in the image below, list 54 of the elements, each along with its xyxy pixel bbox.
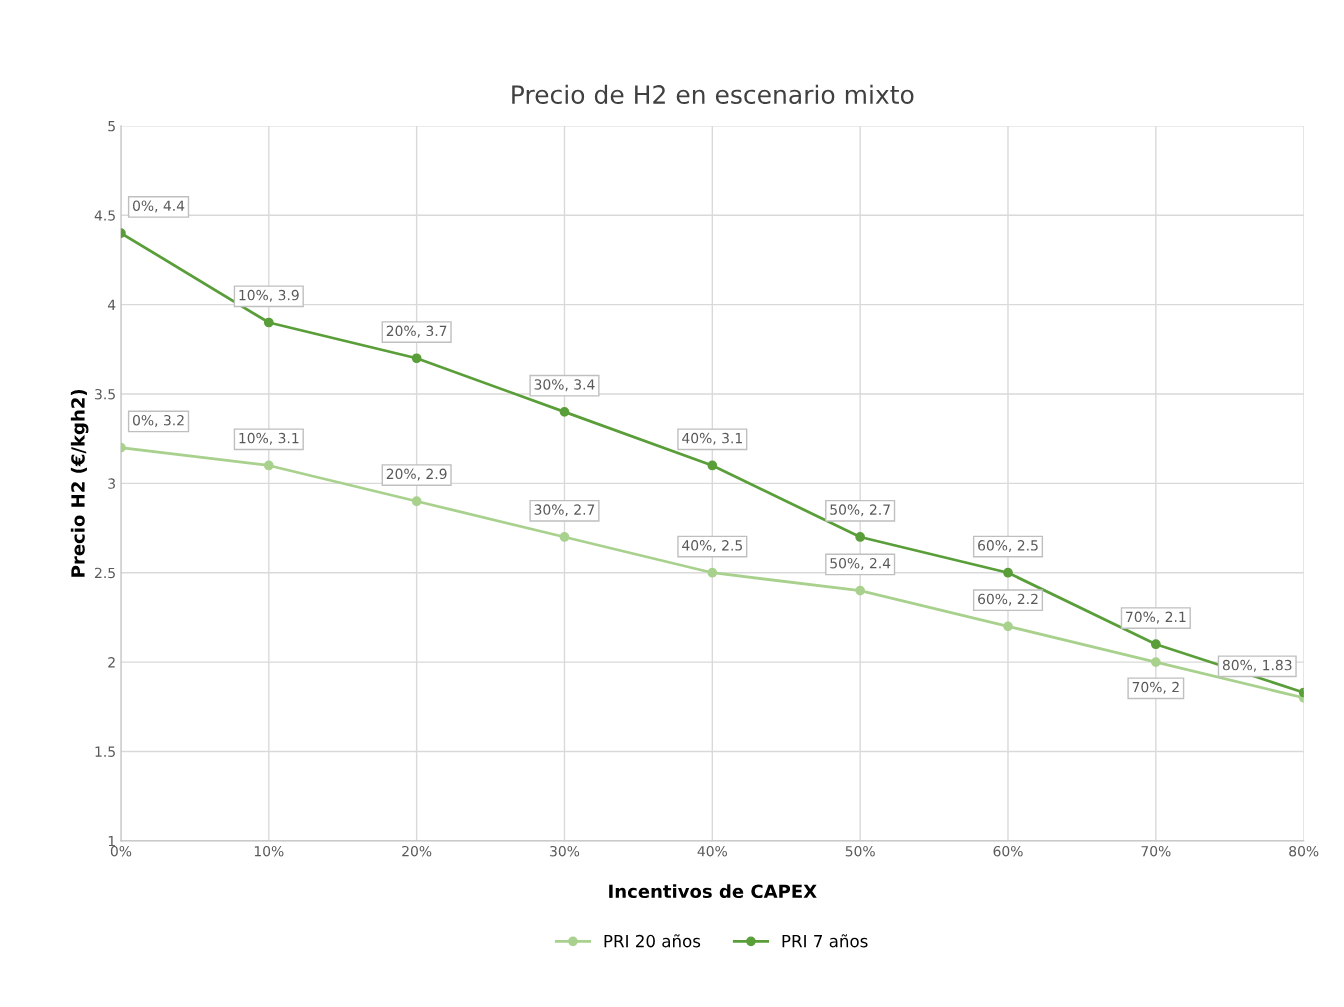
data-label: 50%, 2.4: [830, 557, 891, 570]
legend-label: PRI 20 años: [604, 934, 701, 948]
data-label: 40%, 3.1: [682, 432, 742, 445]
x-axis-title: Incentivos de CAPEX: [609, 884, 817, 899]
point: [1003, 621, 1013, 632]
y-axis-title: Precio H2 (€/kgh2): [70, 389, 89, 577]
y-tick-label: 4: [107, 299, 116, 310]
data-label: 30%, 2.7: [534, 504, 595, 517]
data-label: 80%, 1.83: [1222, 659, 1292, 672]
data-label: 20%, 3.7: [386, 325, 447, 338]
x-tick-label: 40%: [697, 845, 727, 857]
chart-title: Precio de H2 en escenario mixto: [512, 84, 914, 105]
x-tick-label: 0%: [110, 845, 132, 857]
y-tick-label: 3: [108, 478, 115, 489]
point: [855, 585, 866, 596]
data-label: 0%, 3.2: [132, 414, 184, 427]
y-tick-label: 4.5: [94, 210, 115, 221]
data-label: 40%, 2.5: [682, 540, 742, 553]
data-label: 70%, 2.1: [1126, 611, 1186, 624]
data-label: 60%, 2.5: [978, 540, 1038, 553]
point: [1003, 567, 1013, 578]
point: [263, 317, 274, 328]
y-tick-label: 2: [108, 657, 115, 668]
x-tick-label: 50%: [845, 845, 875, 857]
data-label: 0%, 4.4: [132, 200, 185, 213]
data-label: 50%, 2.7: [830, 504, 890, 517]
y-tick-label: 1.5: [95, 746, 115, 757]
x-tick-label: 30%: [550, 845, 580, 857]
y-tick-label: 1: [108, 836, 115, 847]
y-tick-label: 5: [108, 121, 115, 132]
data-label: 30%, 3.4: [534, 379, 595, 392]
y-tick-label: 3.5: [95, 388, 115, 400]
legend-label: PRI 7 años: [782, 934, 868, 948]
data-label: 10%, 3.9: [239, 289, 299, 302]
data-label: 10%, 3.1: [239, 432, 299, 445]
point: [1150, 639, 1161, 650]
x-tick-label: 70%: [1141, 845, 1171, 857]
point: [411, 496, 422, 507]
x-tick-label: 10%: [254, 845, 284, 857]
point: [263, 460, 274, 471]
point: [707, 567, 718, 578]
data-label: 70%, 2: [1132, 681, 1179, 694]
data-label: 20%, 2.9: [386, 468, 447, 481]
point: [411, 353, 422, 364]
x-tick-label: 80%: [1289, 845, 1319, 857]
y-tick-label: 2.5: [95, 567, 115, 579]
point: [1150, 657, 1161, 667]
x-tick-label: 60%: [993, 845, 1023, 857]
point: [707, 460, 718, 471]
data-label: 60%, 2.2: [978, 593, 1038, 606]
point: [559, 532, 570, 542]
point: [559, 407, 570, 417]
point: [855, 532, 866, 542]
x-tick-label: 20%: [402, 845, 432, 857]
